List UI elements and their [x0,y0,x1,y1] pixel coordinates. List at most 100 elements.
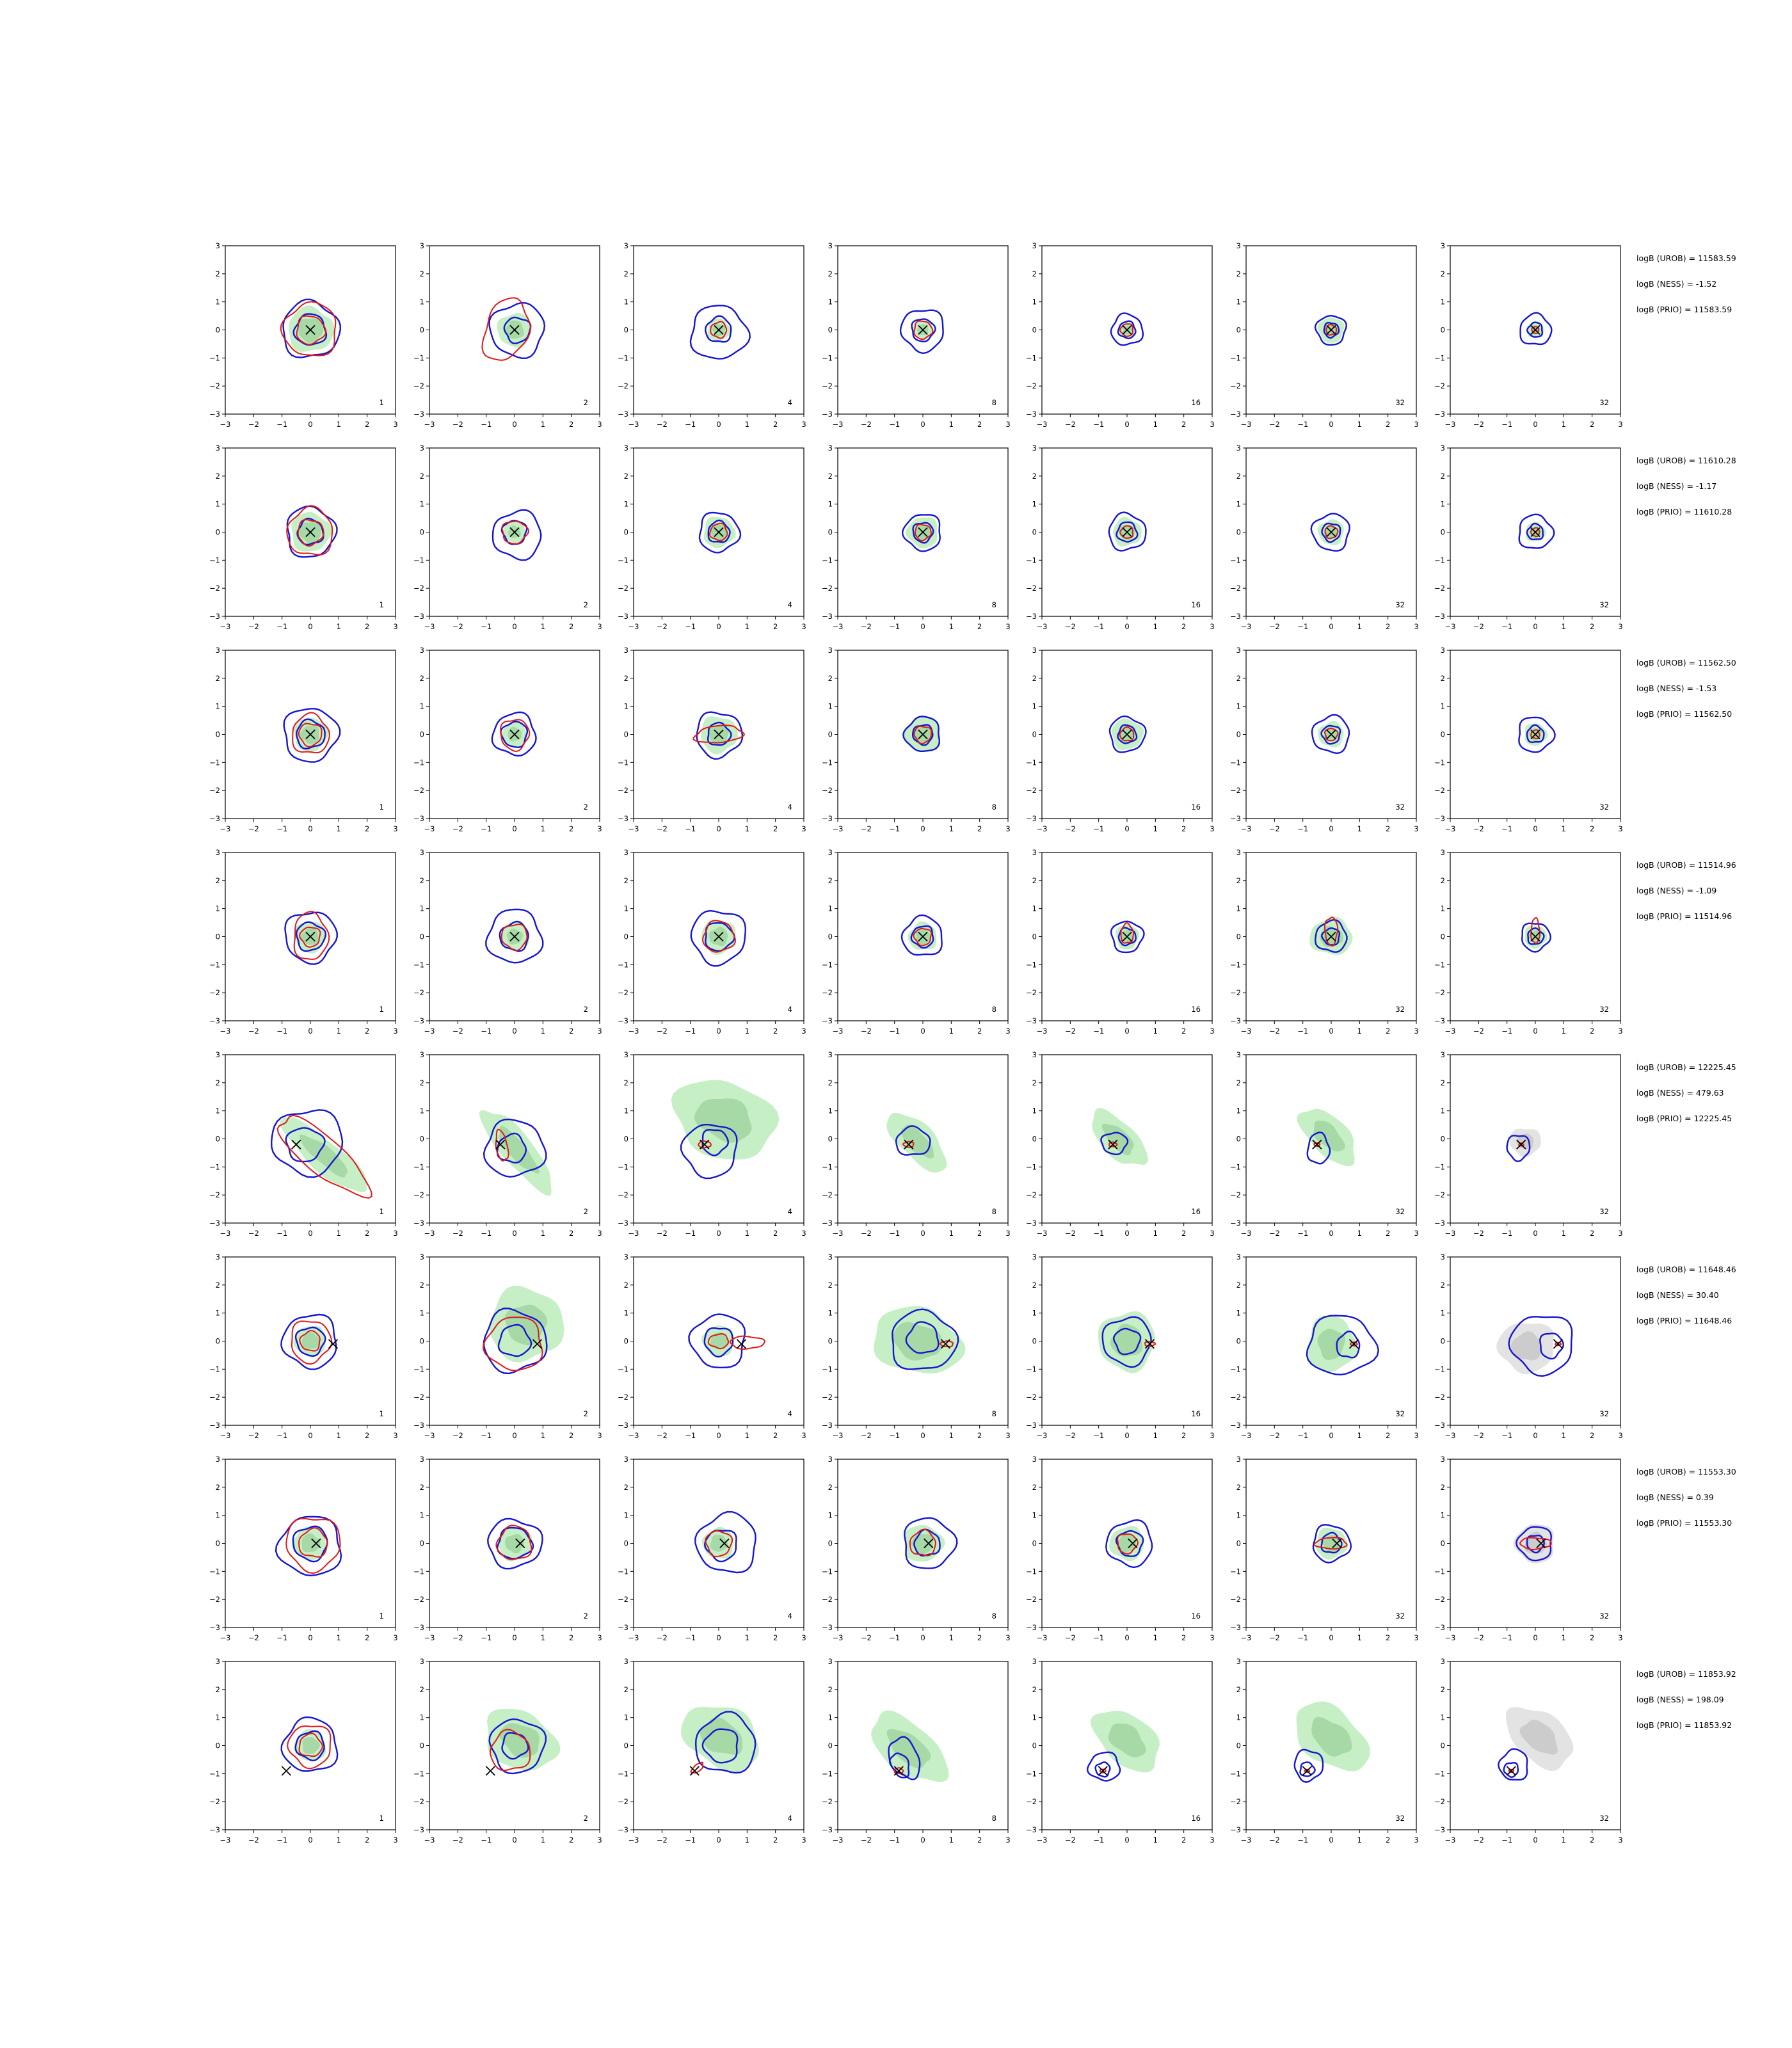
x-tick-label: 0 [920,420,925,429]
y-tick-label: −1 [618,758,628,767]
y-tick-label: 2 [828,1078,833,1087]
x-tick-label: 1 [541,1633,545,1642]
x-tick-label: 1 [745,824,749,833]
red-contour [707,1333,730,1350]
blue-contour [1503,1761,1519,1779]
y-tick-label: 3 [828,646,833,655]
x-tick-label: 3 [393,1229,397,1238]
red-contour [1325,323,1338,336]
y-tick-label: 2 [1236,269,1241,278]
red-contour [709,522,728,541]
panel-count-label: 8 [992,600,996,609]
x-tick-label: 1 [1562,824,1566,833]
x-tick-label: −3 [1037,824,1048,833]
y-tick-label: 1 [1032,702,1037,711]
x-tick-label: −3 [1241,1027,1252,1036]
x-tick-label: 1 [1153,1229,1158,1238]
y-tick-label: −2 [1230,381,1241,390]
truth-marker [1530,527,1540,538]
x-tick-label: −1 [1297,1633,1308,1642]
panel-count-label: 4 [788,1409,792,1418]
x-tick-label: −1 [1093,1027,1104,1036]
x-tick-label: −2 [657,1229,668,1238]
x-tick-label: 3 [1414,1836,1418,1844]
truth-marker [736,1339,747,1349]
x-tick-label: 3 [1005,1431,1010,1440]
y-tick-label: −1 [1434,758,1445,767]
x-tick-label: 0 [1329,824,1333,833]
y-tick-label: 1 [624,1309,628,1318]
y-tick-label: 3 [624,1657,628,1666]
truth-marker [714,527,724,538]
y-tick-label: −1 [1026,960,1037,969]
y-tick-label: −1 [822,758,833,767]
blue-contour [1506,1135,1531,1162]
y-tick-label: −3 [413,410,424,419]
blue-contour [1526,724,1545,743]
y-tick-label: −3 [209,1623,220,1632]
blue-contour [895,1125,931,1156]
panel-count-label: 8 [992,1814,996,1823]
x-tick-label: −3 [628,1633,639,1642]
y-tick-label: 0 [216,1741,220,1750]
x-tick-label: −2 [1473,1431,1484,1440]
y-tick-label: −3 [209,814,220,823]
y-tick-label: −1 [1230,1769,1241,1778]
x-tick-label: 1 [541,1229,545,1238]
x-tick-label: 2 [1181,420,1186,429]
y-tick-label: 2 [1236,876,1241,885]
y-tick-label: −3 [413,1016,424,1025]
subplot-r1-c2: −3 −2 −1 0 1 2 3 −3 −2 −1 0 1 2 3 2 [413,241,602,429]
x-tick-label: 3 [1005,1229,1010,1238]
x-tick-label: 1 [1357,1027,1362,1036]
x-tick-label: 2 [365,1633,369,1642]
x-tick-label: 0 [308,1027,312,1036]
y-tick-label: −3 [1434,1825,1445,1834]
red-contour [286,505,333,556]
y-tick-label: −1 [822,1769,833,1778]
truth-marker [1516,1139,1526,1149]
x-tick-label: 3 [1210,420,1214,429]
y-tick-label: 2 [828,876,833,885]
subplot-r6-c2: −3 −2 −1 0 1 2 3 −3 −2 −1 0 1 2 3 2 [413,1252,602,1440]
x-tick-label: 0 [716,1836,721,1844]
y-tick-label: 1 [216,702,220,711]
y-tick-label: 2 [624,1078,628,1087]
x-tick-label: 3 [801,1431,806,1440]
subplot-r3-c7: −3 −2 −1 0 1 2 3 −3 −2 −1 0 1 2 3 32 [1434,646,1623,833]
x-tick-label: −3 [220,1431,231,1440]
y-tick-label: −1 [1434,960,1445,969]
x-tick-label: −3 [424,1633,435,1642]
y-tick-label: −2 [413,1595,424,1604]
y-tick-label: 3 [1441,241,1445,250]
posterior-density-core [700,1717,743,1755]
subplot-r5-c7: −3 −2 −1 0 1 2 3 −3 −2 −1 0 1 2 3 32 [1434,1050,1623,1238]
y-tick-label: −3 [413,1623,424,1632]
blue-contour [1321,927,1341,946]
x-tick-label: 3 [1005,1027,1010,1036]
y-tick-label: −3 [1434,1623,1445,1632]
x-tick-label: 2 [569,1431,573,1440]
x-tick-label: 0 [512,1027,516,1036]
y-tick-label: 0 [1032,1337,1037,1346]
score-prio-row-2: logB (PRIO) = 11610.28 [1636,507,1732,516]
y-tick-label: 2 [1441,1078,1445,1087]
red-contour [499,719,531,752]
y-tick-label: 1 [1236,702,1241,711]
subplot-r5-c1: −3 −2 −1 0 1 2 3 −3 −2 −1 0 1 2 3 1 [209,1050,398,1238]
x-tick-label: 0 [1124,622,1129,631]
subplot-r7-c7: −3 −2 −1 0 1 2 3 −3 −2 −1 0 1 2 3 32 [1434,1455,1623,1642]
x-tick-label: 1 [1357,824,1362,833]
score-urob-row-2: logB (UROB) = 11610.28 [1636,456,1736,465]
truth-marker [1332,1538,1342,1549]
panel-count-label: 8 [992,1207,996,1216]
y-tick-label: 1 [420,904,424,913]
y-tick-label: −1 [209,1162,220,1171]
truth-marker [1108,1139,1118,1149]
x-tick-label: −1 [1093,1633,1104,1642]
y-tick-label: 2 [1441,674,1445,683]
y-tick-label: −2 [618,1393,628,1402]
y-tick-label: 0 [1441,1337,1445,1346]
y-tick-label: −2 [1026,786,1037,795]
subplot-r8-c5: −3 −2 −1 0 1 2 3 −3 −2 −1 0 1 2 3 16 [1026,1657,1215,1844]
